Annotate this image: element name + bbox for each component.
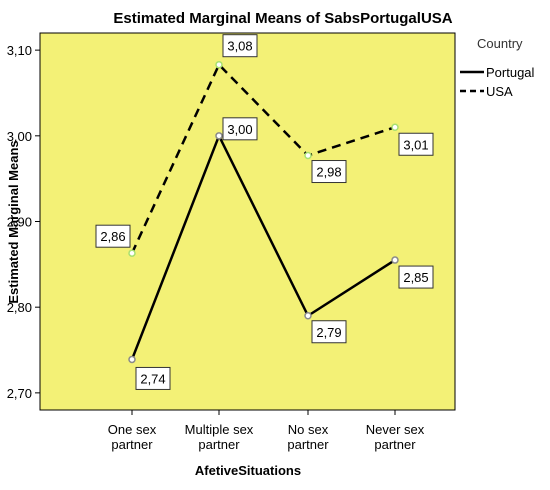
y-tick-label: 3,00 [7,129,32,144]
data-label-box [222,117,258,141]
x-tick-label: Multiple sex [185,422,254,437]
data-label-box [311,320,347,344]
plot-area [39,32,456,411]
data-label-box [222,34,258,58]
data-label-box [135,366,171,390]
data-point [128,249,136,257]
series-layer [128,60,399,364]
legend-title: Country [477,36,523,51]
y-axis: 2,70 2,80 2,90 3,00 3,10 [7,43,40,401]
data-label-box [398,132,434,156]
legend-label: Portugal [486,65,535,80]
data-label: 3,01 [403,137,428,152]
data-point [215,132,223,140]
data-label-box [95,224,131,248]
data-label-box [398,265,434,289]
x-tick-label: One sex [108,422,157,437]
legend: Country Portugal USA [460,36,535,99]
data-point [304,312,312,320]
y-axis-label: Estimated Marginal Means [6,140,21,303]
data-label: 2,85 [403,270,428,285]
data-label: 2,74 [140,371,165,386]
x-tick-label: partner [287,437,329,452]
data-label: 2,98 [316,165,341,180]
x-tick-label: partner [198,437,240,452]
data-point [304,151,312,160]
chart-title: Estimated Marginal Means of SabsPortugal… [113,10,452,27]
y-tick-label: 2,70 [7,386,32,401]
y-tick-label: 2,80 [7,300,32,315]
series-line-portugal [130,132,396,360]
data-label: 2,86 [100,229,125,244]
data-point [128,355,136,364]
data-point [391,123,399,131]
x-tick-label: Never sex [366,422,425,437]
data-label-box [311,160,347,184]
y-tick-label: 2,90 [7,215,32,230]
y-tick-label: 3,10 [7,43,32,58]
x-tick-label: No sex [288,422,329,437]
data-point [215,60,223,69]
data-labels: 2,74 3,00 2,79 2,85 2,86 3,08 2,98 3,01 [95,34,434,390]
data-label: 2,79 [316,325,341,340]
x-tick-label: partner [374,437,416,452]
data-label: 3,00 [227,122,252,137]
data-point [391,256,399,264]
x-axis-label: AfetiveSituations [195,463,301,478]
series-line-usa [130,62,396,254]
data-label: 3,08 [227,39,252,54]
legend-label: USA [486,84,513,99]
x-tick-label: partner [111,437,153,452]
